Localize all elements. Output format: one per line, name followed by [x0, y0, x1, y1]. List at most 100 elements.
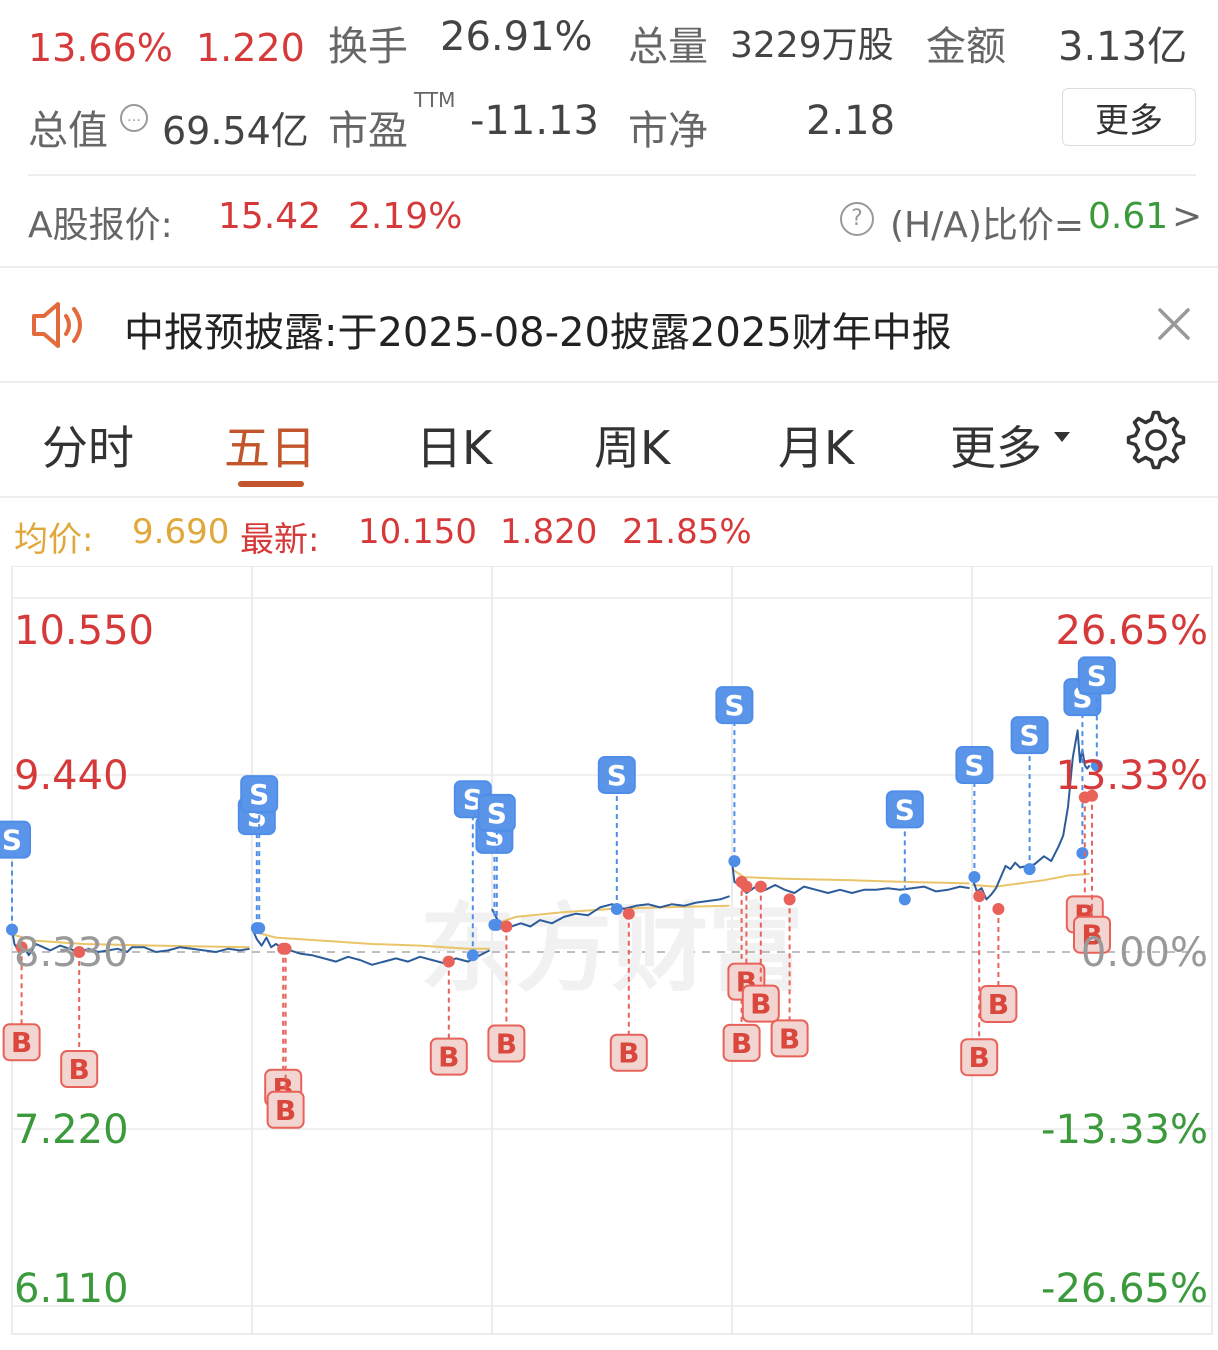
buy-badge [770, 1019, 809, 1058]
price-line [731, 860, 970, 894]
sell-badge [240, 775, 279, 814]
sell-badge [955, 746, 994, 785]
buy-badge-label: B [11, 1026, 32, 1059]
latest-change-pct: 21.85% [622, 512, 752, 552]
buy-badge [60, 1050, 99, 1088]
sell-point [1023, 863, 1036, 876]
sell-badge-label: S [724, 689, 744, 722]
help-icon[interactable]: ? [840, 202, 874, 236]
avg-price-line [251, 930, 490, 950]
buy-point [740, 880, 753, 893]
tab-weekly-k[interactable]: 周K [594, 421, 671, 475]
buy-point [279, 942, 292, 955]
latest-label: 最新: [240, 520, 320, 560]
pe-ttm-superscript: TTM [414, 88, 456, 112]
tab-intraday[interactable]: 分时 [42, 421, 134, 475]
avg-price-label: 均价: [14, 520, 94, 560]
tab-monthly-k[interactable]: 月K [778, 421, 855, 475]
y-tick-left: 7.220 [14, 1107, 129, 1153]
buy-badge [266, 1090, 305, 1129]
sell-badge-label: S [487, 797, 507, 830]
buy-badge [609, 1033, 648, 1072]
divider [0, 496, 1218, 498]
sell-point [968, 871, 981, 884]
ashare-price: 15.42 [218, 196, 322, 237]
buy-badge [487, 1024, 526, 1063]
amount-value: 3.13亿 [1058, 24, 1188, 70]
buy-badge [960, 1038, 999, 1077]
buy-badge [429, 1037, 468, 1076]
tab-five-day[interactable]: 五日 [224, 421, 316, 475]
ha-ratio-label[interactable]: (H/A)比价= [890, 205, 1085, 246]
buy-badge [741, 984, 780, 1023]
buy-badge-label: B [618, 1037, 639, 1070]
avg-price-value: 9.690 [132, 512, 230, 552]
buy-badge-label: B [496, 1027, 517, 1060]
volume-value: 3229万股 [730, 25, 894, 66]
buy-badge-label: B [731, 1027, 752, 1060]
avg-price-line [491, 904, 730, 926]
tab-more[interactable]: 更多 [950, 421, 1042, 475]
ashare-percent: 2.19% [348, 196, 463, 237]
sell-badge [0, 820, 31, 859]
divider [0, 381, 1218, 383]
y-tick-right: 13.33% [1055, 753, 1208, 799]
buy-point [500, 920, 513, 933]
sell-point [898, 893, 911, 906]
ashare-label: A股报价: [28, 205, 173, 246]
pe-label: 市盈 [328, 108, 408, 154]
avg-price-line [731, 868, 970, 885]
tab-daily-k[interactable]: 日K [416, 421, 493, 475]
sell-point [1090, 759, 1103, 772]
pe-value: -11.13 [470, 98, 599, 144]
buy-badge-label: B [438, 1041, 459, 1074]
buy-badge-label: B [969, 1041, 990, 1074]
y-tick-right: -13.33% [1041, 1107, 1208, 1153]
amount-label: 金额 [926, 24, 1006, 70]
sell-badge [885, 790, 924, 829]
info-circle-icon[interactable]: … [120, 104, 148, 132]
buy-point [973, 890, 986, 903]
sell-badge-label: S [895, 793, 915, 826]
avg-price-line [11, 933, 250, 949]
buy-badge [979, 984, 1018, 1023]
plot-frame [11, 566, 1213, 1335]
price-line [971, 729, 1091, 901]
chevron-right-icon[interactable]: > [1172, 196, 1203, 237]
sell-point [6, 923, 18, 936]
buy-point [442, 955, 455, 968]
y-tick-left: 6.110 [14, 1266, 129, 1312]
buy-badge [722, 1023, 761, 1062]
sell-badge [715, 686, 754, 725]
ha-ratio-value[interactable]: 0.61 [1088, 196, 1169, 237]
speaker-icon [32, 302, 82, 348]
sell-badge [477, 793, 516, 832]
latest-value: 10.150 [358, 512, 477, 552]
change-percent: 13.66% [28, 26, 173, 70]
y-tick-right: -26.65% [1041, 1266, 1208, 1312]
sell-point [253, 922, 266, 935]
buy-point [15, 941, 28, 954]
change-amount: 1.220 [196, 26, 305, 70]
sell-point [490, 918, 503, 931]
turnover-value: 26.91% [440, 14, 593, 60]
price-line [11, 929, 250, 957]
sell-badge-label: S [1020, 719, 1040, 752]
notice-text[interactable]: 中报预披露:于2025-08-20披露2025财年中报 [124, 310, 952, 356]
latest-change: 1.820 [500, 512, 598, 552]
dropdown-triangle-icon[interactable] [1054, 432, 1070, 442]
sell-badge-label: S [2, 824, 22, 857]
gear-icon[interactable] [1126, 410, 1186, 470]
more-button[interactable]: 更多 [1062, 88, 1196, 146]
sell-badge [597, 755, 636, 794]
close-icon[interactable] [1156, 306, 1192, 342]
y-tick-left: 9.440 [14, 753, 129, 799]
buy-point [1086, 789, 1098, 802]
sell-point [466, 949, 479, 962]
turnover-label: 换手 [328, 24, 408, 70]
buy-badge-label: B [988, 988, 1009, 1021]
y-tick-left: 10.550 [14, 608, 154, 654]
buy-badge [2, 1023, 41, 1062]
market-cap-label: 总值 [28, 108, 108, 154]
